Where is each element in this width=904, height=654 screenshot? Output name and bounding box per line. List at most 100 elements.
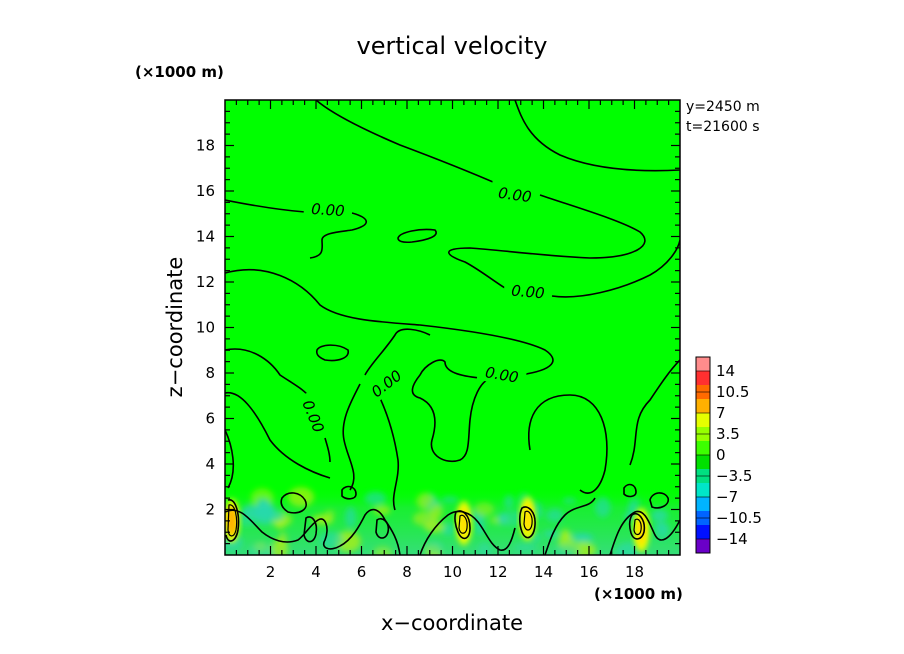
- colorbar-swatch: [696, 399, 710, 414]
- field-cell: [651, 509, 669, 523]
- contour-line: [628, 513, 646, 540]
- y-tick-label: 16: [196, 182, 215, 200]
- field-background: [225, 100, 680, 555]
- x-tick-label: 8: [402, 563, 412, 581]
- field-cell: [318, 532, 344, 548]
- contour-line: [623, 483, 637, 498]
- zero-contours: [225, 100, 680, 555]
- contour-line: [379, 397, 400, 511]
- colorbar-swatch: [696, 455, 710, 470]
- contour-line: [364, 328, 431, 376]
- field-cell: [562, 497, 577, 504]
- contour-line: [458, 514, 468, 534]
- field-cell: [477, 542, 492, 555]
- y-tick-label: 12: [196, 273, 215, 291]
- y-axis-title: z−coordinate: [163, 257, 187, 398]
- contour-line: [280, 492, 307, 514]
- colorbar-label: 0: [716, 446, 726, 464]
- field-cell: [441, 496, 459, 504]
- field-cell: [499, 510, 525, 527]
- x-tick-label: 2: [266, 563, 276, 581]
- contour-line: [225, 268, 554, 462]
- x-tick-label: 14: [534, 563, 553, 581]
- y-tick-label: 4: [205, 455, 215, 473]
- colorbar-swatch: [696, 413, 710, 428]
- contour-line: [339, 508, 401, 555]
- field-cell: [513, 543, 537, 552]
- colorbar-label: −10.5: [716, 509, 762, 527]
- contour-line: [315, 100, 680, 298]
- contour-line: [629, 359, 680, 466]
- contour-line: [649, 492, 670, 509]
- y-unit-label: (×1000 m): [135, 63, 224, 81]
- colorbar-label: −7: [716, 488, 738, 506]
- y-tick-label: 14: [196, 228, 215, 246]
- field-cell: [373, 505, 391, 516]
- contour-line: [225, 429, 235, 489]
- colorbar-swatch: [696, 483, 710, 498]
- y-tick-label: 6: [205, 410, 215, 428]
- colorbar-swatch: [696, 525, 710, 540]
- field-cell: [628, 496, 641, 509]
- field-cell: [569, 533, 591, 541]
- contour-line: [225, 509, 341, 550]
- field-cell: [546, 508, 564, 522]
- contour-line: [225, 199, 368, 259]
- x-tick-label: 16: [579, 563, 598, 581]
- field-cell: [430, 503, 443, 520]
- y-tick-label: 18: [196, 137, 215, 155]
- contour-line: [342, 383, 361, 491]
- field-cell: [364, 491, 387, 506]
- field-cell: [288, 487, 315, 507]
- x-axis-title: x−coordinate: [381, 611, 523, 635]
- contour-line: [225, 499, 240, 542]
- field-cell: [345, 506, 357, 528]
- colorbar-swatch: [696, 497, 710, 512]
- field-cell: [543, 530, 559, 538]
- contour-line: [225, 348, 331, 463]
- colorbar-label: −14: [716, 530, 748, 548]
- annotation-y-position: y=2450 m: [686, 99, 760, 115]
- contour-line: [315, 344, 349, 362]
- colorbar-label: 7: [716, 404, 726, 422]
- x-tick-label: 4: [311, 563, 321, 581]
- colorbar-swatch: [696, 371, 710, 386]
- contour-line: [514, 100, 680, 172]
- contour-line: [397, 228, 437, 244]
- field-cell: [474, 502, 495, 517]
- core-contours: [227, 504, 642, 537]
- contour-label: 0.00: [510, 282, 545, 303]
- field-cell: [260, 513, 271, 522]
- annotation-time: t=21600 s: [686, 119, 760, 135]
- contour-line: [225, 392, 331, 479]
- field-cell: [655, 524, 670, 540]
- updraft-core: [522, 503, 533, 534]
- turbulent-cells: [225, 487, 670, 555]
- colorbar-swatch: [696, 441, 710, 456]
- field-cell: [426, 540, 443, 554]
- contour-line: [227, 504, 238, 537]
- x-tick-label: 6: [357, 563, 367, 581]
- contour-line: [454, 510, 471, 540]
- x-unit-label: (×1000 m): [594, 585, 683, 603]
- field-cell: [424, 520, 445, 533]
- contour-line: [375, 517, 390, 539]
- contour-line: [518, 506, 536, 539]
- x-tick-label: 18: [625, 563, 644, 581]
- contour-line: [544, 497, 596, 555]
- field-cell: [324, 509, 336, 519]
- field-cell: [268, 510, 284, 522]
- contour-line: [303, 516, 318, 543]
- field-cell: [595, 496, 611, 518]
- field-cell: [249, 543, 274, 555]
- contour-label: 0.00: [484, 363, 520, 387]
- contour-label: 0.00: [311, 200, 346, 220]
- field-cell: [441, 522, 455, 536]
- field-cell: [373, 546, 393, 555]
- y-tick-label: 10: [196, 319, 215, 337]
- plot-area: 0.00 0.00 0.00 0.00 0.00 0.00: [225, 100, 680, 555]
- x-tick-label: 12: [488, 563, 507, 581]
- colorbar: 14 10.5 7 3.5 0 −3.5 −7 −10.5 −14: [695, 356, 762, 554]
- contour-line: [609, 510, 680, 555]
- contour-line: [341, 485, 357, 500]
